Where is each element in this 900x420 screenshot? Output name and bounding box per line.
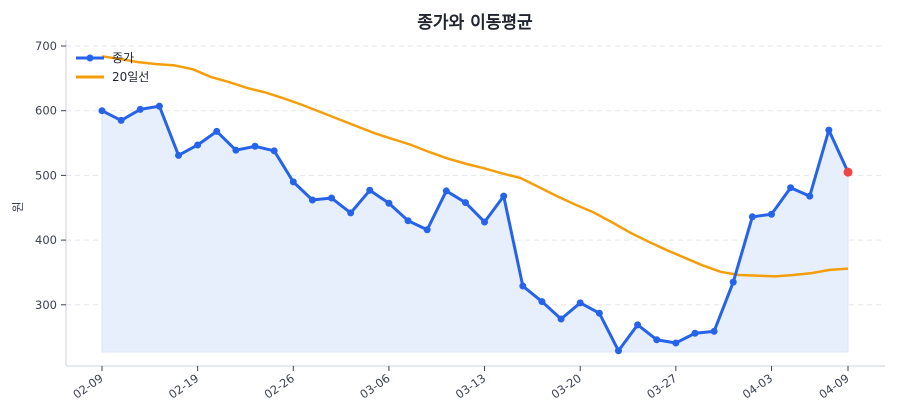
x-tick-label: 03-20 <box>549 371 584 402</box>
data-point-marker <box>289 178 297 186</box>
x-axis-ticks: 02-09 02-19 02-26 03-06 03-13 03-20 03-27 04-03… <box>70 366 852 402</box>
y-tick-label: 400 <box>35 233 57 247</box>
y-tick-label: 700 <box>35 39 57 53</box>
data-point-marker <box>691 329 699 337</box>
close-area-fill <box>101 105 849 353</box>
data-point-marker <box>461 199 469 207</box>
data-point-marker <box>787 184 795 192</box>
data-point-marker <box>155 102 163 110</box>
data-point-marker <box>98 107 106 115</box>
last-point-marker <box>843 167 853 177</box>
y-axis-ticks: 300 400 500 600 700 <box>35 39 66 312</box>
legend-ma20-label: 20일선 <box>112 70 149 84</box>
data-point-marker <box>308 196 316 204</box>
y-tick-label: 300 <box>35 298 57 312</box>
legend-item-ma20: 20일선 <box>76 70 149 84</box>
data-point-marker <box>672 339 680 347</box>
data-point-marker <box>557 315 565 323</box>
x-tick-label: 04-03 <box>740 371 775 402</box>
x-tick-label: 03-13 <box>453 371 488 402</box>
data-point-marker <box>423 226 431 234</box>
x-tick-label: 02-09 <box>70 371 105 402</box>
data-point-marker <box>385 199 393 207</box>
x-tick-label: 03-06 <box>357 371 392 402</box>
data-point-marker <box>232 146 240 154</box>
data-point-marker <box>576 299 584 307</box>
data-point-marker <box>251 142 259 150</box>
data-point-marker <box>825 126 833 134</box>
data-point-marker <box>538 298 546 306</box>
data-point-marker <box>500 192 508 200</box>
data-point-marker <box>347 209 355 217</box>
data-point-marker <box>710 327 718 335</box>
legend: 종가 20일선 <box>76 51 149 84</box>
data-point-marker <box>404 217 412 225</box>
close-path <box>101 104 850 353</box>
legend-item-close: 종가 <box>76 51 134 65</box>
data-point-marker <box>748 213 756 221</box>
data-point-marker <box>442 187 450 195</box>
legend-close-label: 종가 <box>112 51 134 65</box>
data-point-marker <box>194 141 202 149</box>
axes <box>65 40 885 367</box>
y-axis-label: 원 <box>11 201 25 212</box>
close-price-line <box>98 102 853 355</box>
y-tick-label: 500 <box>35 168 57 182</box>
chart-title: 종가와 이동평균 <box>417 13 533 33</box>
data-point-marker <box>767 210 775 218</box>
data-point-marker <box>806 192 814 200</box>
data-point-marker <box>175 151 183 159</box>
y-tick-label: 600 <box>35 104 57 118</box>
data-point-marker <box>519 282 527 290</box>
data-point-marker <box>213 127 221 135</box>
data-point-marker <box>366 186 374 194</box>
x-tick-label: 04-09 <box>816 371 851 402</box>
data-point-marker <box>481 218 489 226</box>
data-point-marker <box>653 336 661 344</box>
data-point-marker <box>328 194 336 202</box>
x-tick-label: 02-26 <box>262 371 297 402</box>
data-point-marker <box>136 105 144 113</box>
data-point-marker <box>117 116 125 124</box>
x-tick-label: 02-19 <box>166 371 201 402</box>
data-point-marker <box>614 347 622 355</box>
x-tick-label: 03-27 <box>644 371 679 402</box>
data-point-marker <box>634 321 642 329</box>
data-point-marker <box>595 309 603 317</box>
data-point-marker <box>270 147 278 155</box>
ma20-line <box>101 55 849 278</box>
ma20-path <box>101 55 849 278</box>
legend-close-marker <box>86 54 94 62</box>
data-point-marker <box>729 278 737 286</box>
area-fill <box>101 105 849 353</box>
